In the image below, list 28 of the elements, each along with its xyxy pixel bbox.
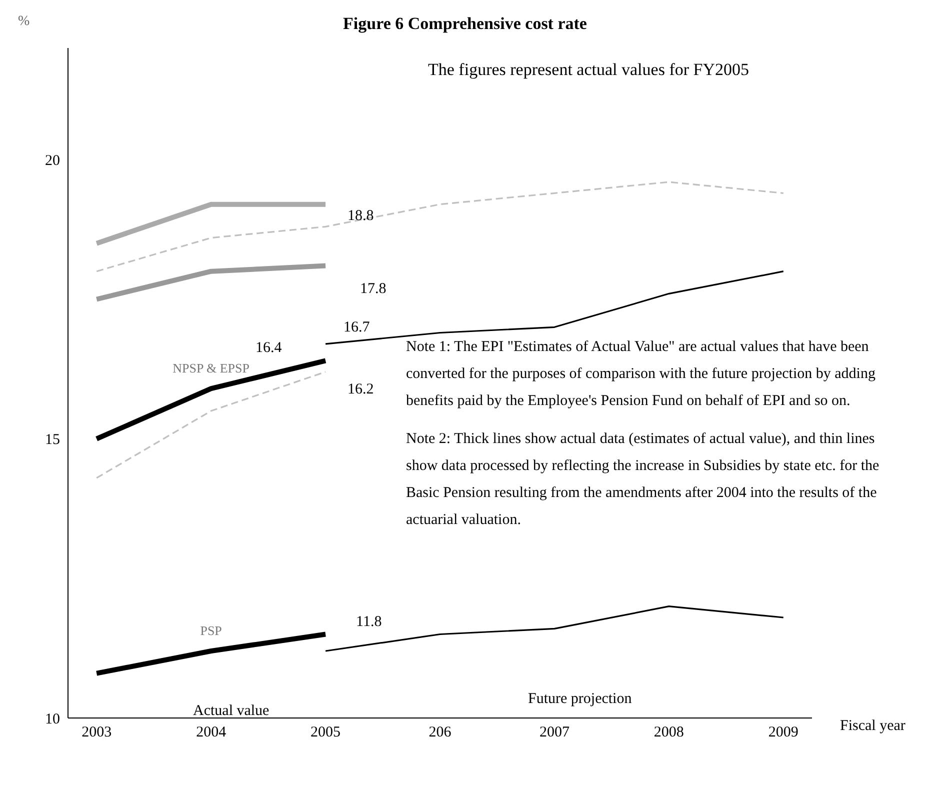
x-tick-label: 2007 — [539, 724, 570, 741]
x-tick-label: 2008 — [654, 724, 684, 741]
annotation: 16.4 — [256, 340, 282, 356]
annotation: 11.8 — [356, 613, 383, 632]
annotation: Note 2: Thick lines show actual data (estimates of actual value), and thin lines show data processed by reflecting the increase in Subsidies by state etc. for the Basic Pension resulting from the amendments after 2004 into the results of the actuarial valuation. — [406, 430, 880, 530]
annotation: Actual value — [193, 702, 270, 721]
x-tick-label: 2003 — [82, 724, 112, 741]
annotation: 16.2 — [348, 381, 374, 398]
series-label: PSP — [200, 623, 222, 638]
annotation: Future projection — [528, 690, 633, 709]
y-axis-title: % — [18, 14, 30, 30]
annotation: 17.8 — [360, 280, 388, 299]
x-tick-label: 2005 — [310, 724, 341, 741]
annotation: Note 1: The EPI "Estimates of Actual Value" are actual values that have been converted for the purposes of comparison with the future projection by adding benefits paid by the Employee's Pension Fund on behalf of EPI and so on. — [406, 338, 876, 411]
series-label: NPSP & EPSP — [172, 360, 250, 376]
annotation: 18.8 — [348, 208, 374, 224]
text: The figures represent actual values for FY2005 — [428, 60, 749, 80]
line-series — [324, 606, 784, 652]
y-tick-label: 15 — [45, 432, 60, 448]
line-series — [96, 181, 784, 272]
chart-title: Figure 6 Comprehensive cost rate — [343, 14, 587, 33]
y-tick-label: 10 — [45, 711, 60, 728]
y-tick-label: 20 — [45, 152, 60, 169]
x-axis-title: Fiscal year — [840, 718, 906, 735]
x-tick-label: 2009 — [768, 724, 798, 741]
x-tick-label: 206 — [428, 724, 452, 741]
annotation: 16.7 — [344, 319, 370, 336]
x-tick-label: 2004 — [196, 724, 227, 741]
